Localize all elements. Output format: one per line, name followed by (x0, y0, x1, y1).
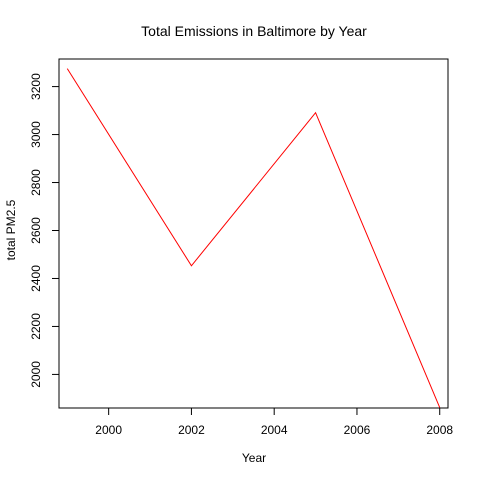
x-tick-label: 2004 (261, 423, 288, 437)
y-tick-label: 2200 (29, 313, 43, 340)
x-tick-label: 2002 (178, 423, 205, 437)
y-axis: 2000 2200 2400 2600 2800 3000 3200 (29, 73, 60, 388)
y-axis-label: total PM2.5 (4, 199, 18, 260)
x-tick-label: 2006 (344, 423, 371, 437)
plot-frame (58, 58, 449, 409)
x-tick-label: 2000 (95, 423, 122, 437)
y-tick-label: 2000 (29, 361, 43, 388)
series-line (66, 68, 441, 408)
y-tick-label: 2600 (29, 217, 43, 244)
series-layer (66, 68, 441, 408)
y-tick-label: 3200 (29, 73, 43, 100)
x-tick-label: 2008 (426, 423, 453, 437)
y-tick-label: 3000 (29, 121, 43, 148)
y-tick-label: 2800 (29, 169, 43, 196)
x-axis-label: Year (242, 451, 266, 465)
y-tick-label: 2400 (29, 265, 43, 292)
chart-title: Total Emissions in Baltimore by Year (141, 23, 367, 39)
x-axis: 2000 2002 2004 2006 2008 (95, 407, 453, 437)
